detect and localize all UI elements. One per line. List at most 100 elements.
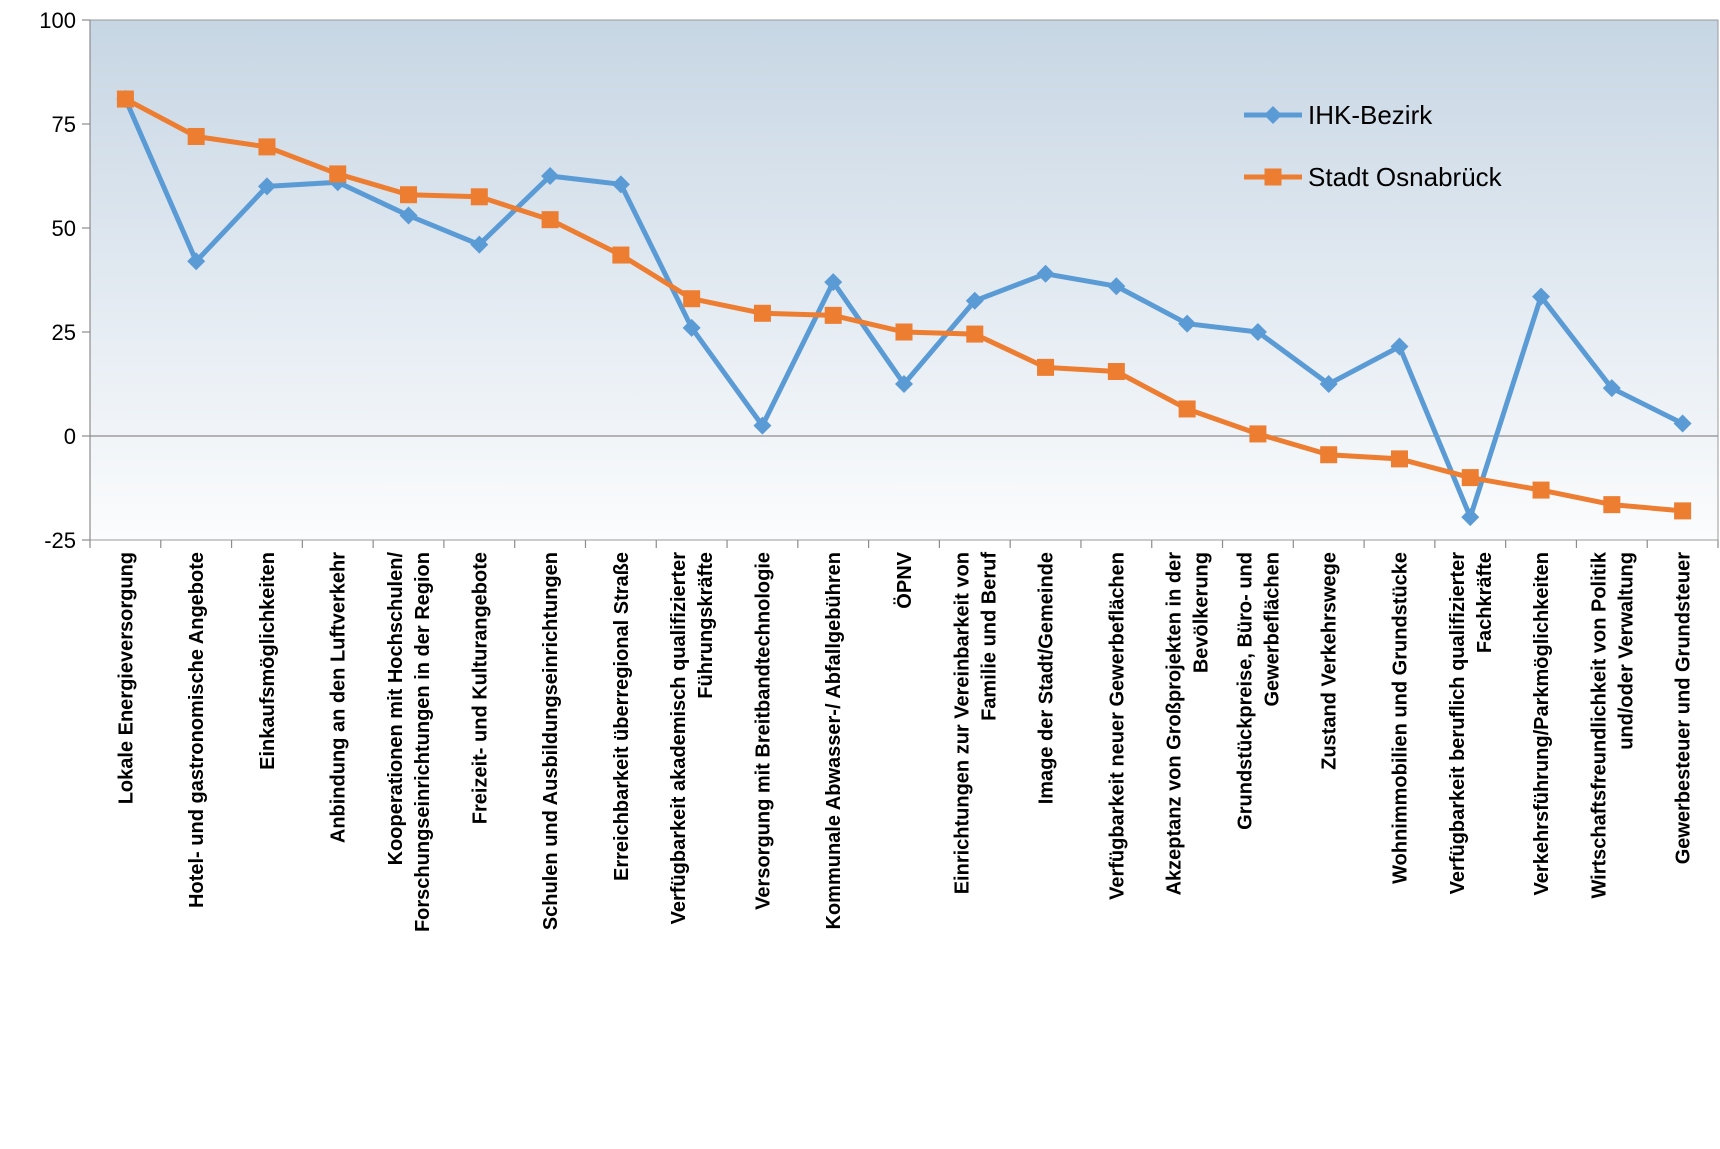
x-category-label-line: Bevölkerung (1191, 552, 1213, 673)
legend: IHK-Bezirk Stadt Osnabrück (1244, 100, 1503, 192)
x-category-label: Grundstückpreise, Büro- und Gewerbefläche… (1234, 552, 1283, 830)
x-category-label-line: Akzeptanz von Großprojekten in der (1164, 552, 1186, 896)
series-layer (116, 90, 1692, 527)
x-category-label-line: Fachkräfte (1474, 552, 1496, 653)
x-category-label: Freizeit- und Kulturangebote (469, 552, 491, 824)
data-point (1603, 496, 1621, 514)
x-category-label: ÖPNV (893, 551, 916, 608)
plot-area (89, 19, 1719, 541)
data-point (824, 273, 843, 292)
data-point (753, 416, 772, 435)
x-category-label-line: Verfügbarkeit neuer Gewerbeflächen (1106, 552, 1128, 900)
data-point (1178, 314, 1197, 333)
data-point (1461, 469, 1479, 487)
x-category-label-line: Verkehrsführung/Parkmöglichkeiten (1531, 552, 1553, 895)
y-axis-ticks: 100 75 50 25 0 -25 (39, 8, 90, 553)
data-point (1602, 379, 1621, 398)
x-category-label: Zustand Verkehrswege (1319, 552, 1341, 770)
x-category-label-line: ÖPNV (893, 551, 916, 608)
x-category-label-line: Lokale Energieversorgung (115, 552, 137, 804)
data-point (470, 188, 488, 206)
data-point (611, 175, 630, 194)
x-category-label-line: Gewerbesteuer und Grundsteuer (1673, 552, 1695, 865)
data-point (470, 235, 489, 254)
data-point (1319, 375, 1338, 393)
data-point (1178, 400, 1196, 418)
data-point (895, 375, 913, 393)
x-category-label-line: Erreichbarkeit überregional Straße (611, 552, 633, 881)
y-tick-label: 25 (52, 320, 76, 345)
x-category-label: Verfügbarkeit beruflich qualifizierter Fa… (1447, 552, 1496, 895)
data-point (895, 323, 913, 341)
x-category-label-line: Image der Stadt/Gemeinde (1036, 552, 1058, 804)
data-point (258, 138, 276, 156)
data-point (257, 177, 276, 196)
x-category-label: Wohnimmobilien und Grundstücke (1389, 552, 1411, 884)
data-point (541, 167, 560, 185)
series-2 (116, 90, 1692, 520)
y-tick-label: -25 (44, 528, 76, 553)
x-category-label: Schulen und Ausbildungseinrichtungen (540, 552, 562, 930)
x-category-label-line: Verfügbarkeit akademisch qualifizierter (668, 552, 690, 925)
data-point (400, 186, 418, 204)
data-point (1532, 287, 1551, 306)
data-point (966, 325, 984, 343)
x-category-label-line: Forschungseinrichtungen in der Region (412, 552, 434, 932)
y-tick-label: 50 (52, 216, 76, 241)
data-point (612, 246, 630, 264)
axes (89, 20, 1718, 540)
data-point (187, 127, 205, 145)
data-point (541, 211, 559, 229)
data-point (1673, 414, 1692, 433)
x-category-label-line: und/oder Verwaltung (1615, 552, 1637, 750)
x-category-label-line: Freizeit- und Kulturangebote (469, 552, 491, 824)
legend-label: Stadt Osnabrück (1308, 162, 1503, 192)
x-category-label: Erreichbarkeit überregional Straße (611, 552, 633, 881)
x-category-label: Einrichtungen zur Vereinbarkeit von Famil… (951, 552, 1000, 895)
data-point (1390, 450, 1408, 468)
x-category-label: Verkehrsführung/Parkmöglichkeiten (1531, 552, 1553, 895)
data-point (1532, 481, 1550, 499)
data-point (1320, 446, 1338, 464)
data-point (1036, 264, 1055, 283)
x-category-label: Verfügbarkeit neuer Gewerbeflächen (1106, 552, 1128, 900)
x-category-label-line: Kooperationen mit Hochschulen/ (385, 552, 407, 866)
x-category-label-line: Zustand Verkehrswege (1319, 552, 1341, 770)
x-category-label: Kooperationen mit Hochschulen/Forschungs… (385, 552, 434, 932)
legend-marker (1264, 168, 1282, 186)
legend-marker (1264, 106, 1282, 124)
data-point (1107, 277, 1126, 296)
legend-item: IHK-Bezirk (1244, 100, 1433, 130)
y-tick-label: 0 (64, 424, 76, 449)
x-category-label: Anbindung an den Luftverkehr (328, 552, 350, 843)
x-category-label: Verfügbarkeit akademisch qualifizierter F… (668, 552, 717, 925)
data-point (329, 165, 347, 183)
data-point (1248, 323, 1267, 341)
data-point (1461, 508, 1480, 527)
x-category-label: Lokale Energieversorgung (115, 552, 137, 804)
x-category-label-line: Einrichtungen zur Vereinbarkeit von (951, 552, 973, 894)
x-category-label: Hotel- und gastronomische Angebote (186, 552, 208, 908)
x-category-label-line: Hotel- und gastronomische Angebote (186, 552, 208, 908)
x-category-label: Versorgung mit Breitbandtechnologie (752, 552, 774, 910)
x-category-label: Einkaufsmöglichkeiten (257, 552, 279, 770)
data-point (683, 290, 701, 308)
y-tick-label: 75 (52, 112, 76, 137)
x-category-label-line: Einkaufsmöglichkeiten (257, 552, 279, 770)
data-point (1390, 337, 1409, 356)
x-category-label-line: Wirtschaftsfreundlichkeit von Politik (1588, 551, 1610, 898)
x-category-label-line: Wohnimmobilien und Grundstücke (1389, 552, 1411, 884)
data-point (965, 291, 984, 310)
data-point (1107, 363, 1125, 381)
data-point (682, 318, 701, 337)
x-category-label-line: Versorgung mit Breitbandtechnologie (752, 552, 774, 910)
x-category-label-line: Führungskräfte (695, 552, 717, 699)
x-category-label-line: Verfügbarkeit beruflich qualifizierter (1447, 552, 1469, 895)
data-point (399, 206, 418, 225)
x-category-label: Gewerbesteuer und Grundsteuer (1673, 552, 1695, 865)
y-tick-label: 100 (39, 8, 76, 33)
data-point (1249, 425, 1267, 443)
x-category-label-line: Gewerbeflächen (1261, 552, 1283, 707)
data-point (824, 306, 842, 324)
